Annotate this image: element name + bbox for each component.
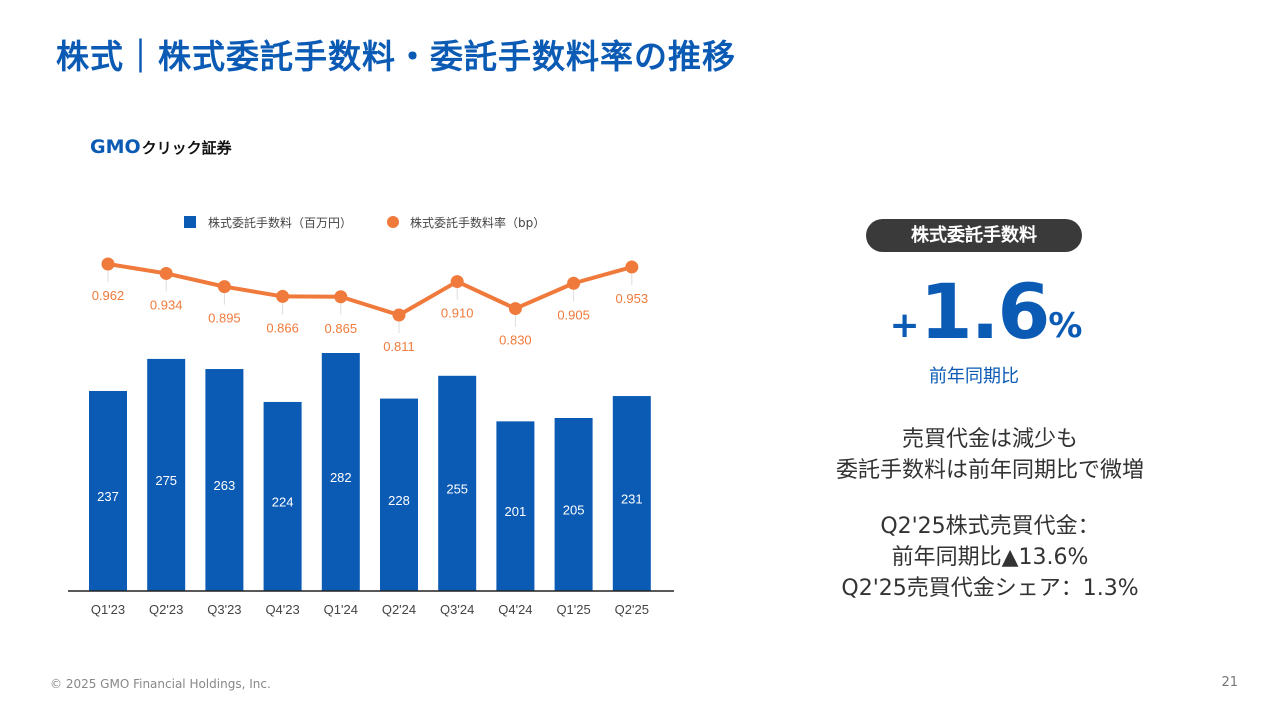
page-title: 株式｜株式委託手数料・委託手数料率の推移 [56, 37, 736, 76]
commission-chart: 株式委託手数料（百万円） 株式委託手数料率（bp） 237 Q1'23 275 Q2'23… [68, 215, 674, 617]
legend-label-line: 株式委託手数料率（bp） [410, 215, 545, 230]
description-line: Q2'25売買代金シェア：1.3% [841, 576, 1139, 601]
rate-point [101, 257, 115, 271]
description-line: 前年同期比▲13.6% [891, 545, 1089, 570]
x-tick-label: Q1'23 [91, 602, 125, 617]
bar [496, 421, 535, 591]
copyright-footer: © 2025 GMO Financial Holdings, Inc. [50, 677, 271, 691]
rate-point [508, 302, 522, 316]
bar-value-label: 237 [97, 489, 119, 504]
company-logo: GMO クリック証券 [90, 136, 232, 158]
rate-point [276, 289, 290, 303]
description-block-2: Q2'25株式売買代金： 前年同期比▲13.6% Q2'25売買代金シェア：1.… [780, 511, 1200, 604]
x-tick-label: Q1'24 [324, 602, 358, 617]
bar-value-label: 205 [563, 502, 585, 517]
description-line: Q2'25株式売買代金： [880, 514, 1100, 539]
rate-point [450, 275, 464, 289]
bar [438, 375, 477, 591]
legend-swatch-line [387, 216, 399, 228]
x-tick-label: Q2'24 [382, 602, 416, 617]
x-tick-label: Q4'23 [265, 602, 299, 617]
x-tick-label: Q1'25 [556, 602, 590, 617]
description-line: 売買代金は減少も [901, 427, 1078, 452]
logo-gmo-text: GMO [90, 136, 141, 158]
logo-brand-text: クリック証券 [141, 139, 232, 157]
bar [554, 417, 593, 591]
rate-value-label: 0.811 [383, 339, 415, 354]
description-block-1: 売買代金は減少も 委託手数料は前年同期比で微増 [780, 424, 1200, 486]
rate-value-label: 0.866 [266, 320, 299, 335]
rate-value-label: 0.865 [325, 321, 358, 336]
rate-value-label: 0.895 [208, 311, 241, 326]
bar-value-label: 224 [272, 494, 294, 509]
bar-value-label: 255 [446, 481, 468, 496]
legend-swatch-bar [184, 216, 196, 228]
rate-point [567, 276, 581, 290]
rate-point [217, 280, 231, 294]
bar [263, 401, 302, 591]
bar-value-label: 231 [621, 492, 643, 507]
rate-point [159, 266, 173, 280]
rate-point [334, 290, 348, 304]
kpi-sign: + [889, 305, 920, 346]
bar-value-label: 201 [505, 504, 527, 519]
kpi-value: + 1.6 % [886, 272, 1086, 352]
bar [321, 353, 360, 591]
rate-point [625, 260, 639, 274]
rate-value-label: 0.905 [557, 307, 590, 322]
bar [147, 358, 186, 591]
bar [380, 398, 418, 591]
bar-value-label: 263 [214, 478, 236, 493]
bar-value-label: 228 [388, 493, 410, 508]
bar [612, 396, 651, 591]
kpi-badge: 株式委託手数料 [866, 219, 1082, 252]
rate-value-label: 0.830 [499, 333, 532, 348]
rate-value-label: 0.910 [441, 306, 474, 321]
rate-point [392, 308, 406, 322]
description-line: 委託手数料は前年同期比で微増 [835, 458, 1144, 483]
x-tick-label: Q3'23 [207, 602, 241, 617]
rate-value-label: 0.953 [616, 291, 649, 306]
x-tick-label: Q4'24 [498, 602, 532, 617]
bar [89, 390, 127, 591]
x-tick-label: Q3'24 [440, 602, 474, 617]
page-number: 21 [1221, 675, 1238, 690]
rate-value-label: 0.934 [150, 297, 183, 312]
bar-value-label: 275 [155, 473, 177, 488]
kpi-unit: % [1048, 306, 1083, 346]
legend-label-bar: 株式委託手数料（百万円） [208, 215, 352, 230]
rate-line [107, 262, 633, 317]
x-tick-label: Q2'23 [149, 602, 183, 617]
bar [205, 369, 244, 591]
x-tick-label: Q2'25 [615, 602, 649, 617]
bar-value-label: 282 [330, 470, 352, 485]
kpi-number: 1.6 [919, 267, 1051, 356]
rate-value-label: 0.962 [92, 288, 125, 303]
kpi-label: 前年同期比 [929, 366, 1019, 387]
